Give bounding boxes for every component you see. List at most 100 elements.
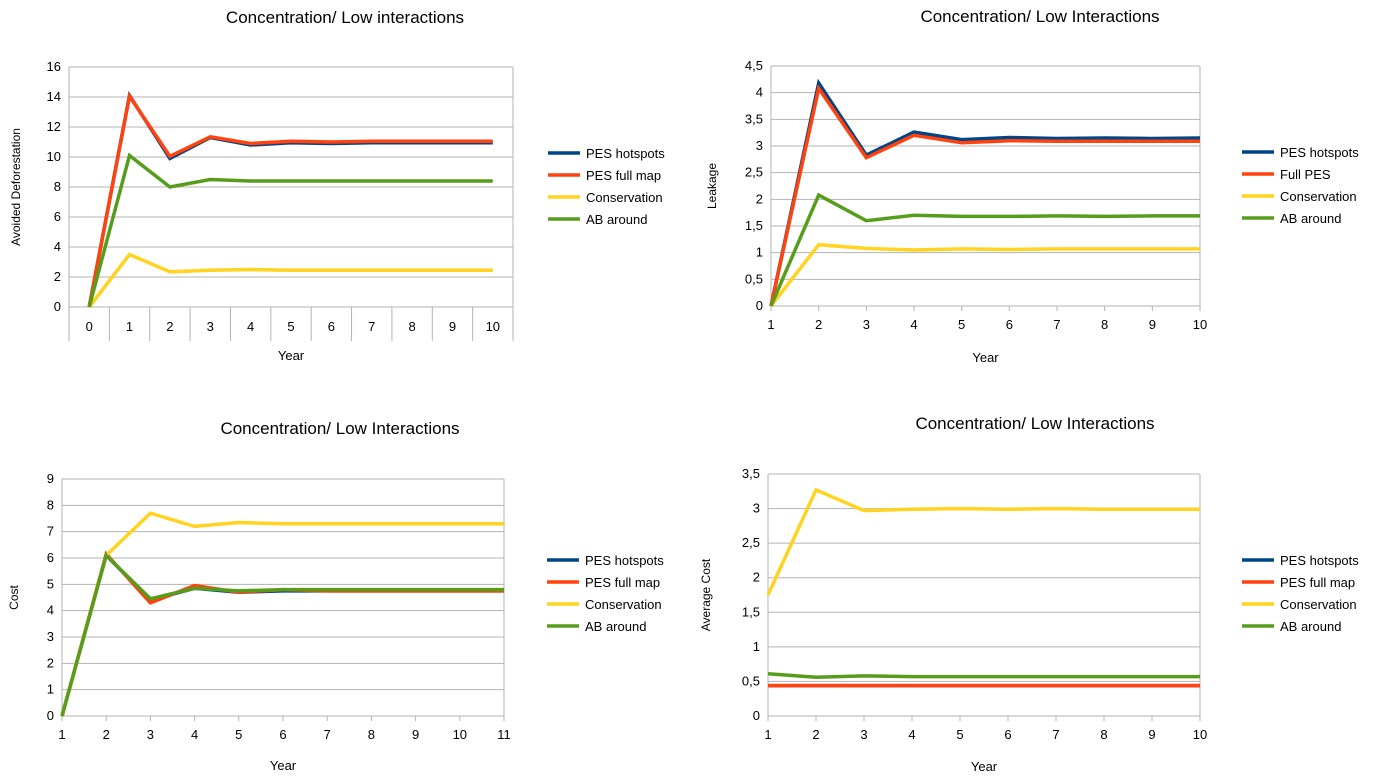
legend-label: PES full map [586,168,661,183]
x-tick-label: 3 [863,317,870,332]
x-tick-label: 9 [1149,317,1156,332]
x-tick-label: 6 [1004,727,1011,742]
x-axis-label: Year [971,759,998,774]
x-tick-label: 10 [1193,727,1207,742]
y-tick-label: 8 [47,497,54,512]
y-tick-label: 12 [47,119,61,134]
series-line-conservation [766,487,1200,596]
x-tick-label: 6 [279,727,286,742]
y-axis-label: Avoided Deforestation [9,128,23,246]
y-tick-label: 1 [756,245,763,260]
legend-label: PES hotspots [1280,145,1359,160]
y-tick-label: 9 [47,471,54,486]
x-tick-label: 5 [958,317,965,332]
y-tick-label: 0 [54,299,61,314]
x-tick-label: 4 [910,317,917,332]
x-tick-label: 2 [166,319,173,334]
chart-average-cost: 0 0,5 1 1,5 2 2,5 3 3,5 1 2 3 4 5 6 7 8 9 10 Concentration… [699,408,1383,778]
legend-label: AB around [586,212,647,227]
y-tick-label: 0 [47,708,54,723]
y-tick-label: 8 [54,179,61,194]
y-tick-label: 4 [54,239,61,254]
x-tick-label: 7 [324,727,331,742]
y-tick-label: 6 [54,209,61,224]
y-tick-label: 0 [756,298,763,313]
legend-label: AB around [585,619,646,634]
y-tick-label: 4 [47,603,54,618]
y-tick-label: 3 [753,501,760,516]
x-axis-label: Year [270,758,297,773]
x-tick-label: 10 [453,727,467,742]
x-tick-label: 3 [147,727,154,742]
y-tick-label: 0 [753,708,760,723]
x-tick-label: 7 [1053,317,1060,332]
y-tick-label: 6 [47,550,54,565]
x-tick-label: 4 [191,727,198,742]
x-tick-label: 6 [328,319,335,334]
x-tick-label: 10 [1193,317,1207,332]
x-tick-label: 5 [287,319,294,334]
x-tick-label: 8 [368,727,375,742]
y-axis-label: Cost [7,585,21,610]
chart-1-svg: 0 0,5 1 1,5 2 2,5 3 3,5 4 4,5 1 2 3 4 5 6 7 8 9 10 Concentra… [705,7,1359,365]
x-tick-label: 1 [767,317,774,332]
chart-title: Concentration/ Low Interactions [915,414,1154,433]
series-line-conservation [60,511,504,717]
x-tick-label: 2 [103,727,110,742]
x-tick-label: 10 [486,319,500,334]
y-tick-label: 0,5 [742,673,760,688]
y-axis-label: Leakage [705,163,719,209]
y-tick-label: 0,5 [745,271,763,286]
y-tick-label: 1,5 [742,604,760,619]
x-tick-label: 5 [956,727,963,742]
series-line-full-pes [769,84,1200,307]
y-tick-label: 2 [756,191,763,206]
series-line-conservation [769,242,1200,308]
y-tick-label: 2 [753,570,760,585]
x-tick-label: 3 [207,319,214,334]
legend-label: PES full map [585,575,660,590]
chart-title: Concentration/ Low Interactions [920,7,1159,26]
x-tick-label: 9 [449,319,456,334]
x-axis-label: Year [278,348,305,363]
y-tick-label: 3 [756,138,763,153]
legend-label: PES full map [1280,575,1355,590]
x-tick-label: 1 [58,727,65,742]
legend-label: Conservation [585,597,662,612]
series-line-ab-around [767,672,1200,680]
legend-label: AB around [1280,211,1341,226]
y-tick-label: 1,5 [745,218,763,233]
x-tick-label: 7 [368,319,375,334]
legend-label: Conservation [1280,597,1357,612]
legend-label: Conservation [1280,189,1357,204]
legend-label: Full PES [1280,167,1331,182]
y-axis-label: Average Cost [700,558,713,631]
legend-label: PES hotspots [586,146,665,161]
chart-title: Concentration/ Low interactions [226,8,464,27]
x-tick-label: 2 [815,317,822,332]
y-tick-label: 2,5 [742,535,760,550]
legend-label: AB around [1280,619,1341,634]
y-tick-label: 10 [47,149,61,164]
y-tick-label: 4 [756,85,763,100]
series-line-pes-full-map [87,91,493,308]
x-tick-label: 3 [860,727,867,742]
x-tick-label: 8 [1100,727,1107,742]
x-tick-label: 1 [126,319,133,334]
y-tick-label: 4,5 [745,58,763,73]
series-line-ab-around [87,152,493,308]
series-line-conservation [87,252,493,309]
y-tick-label: 2 [47,655,54,670]
chart-cost: 0 1 2 3 4 5 6 7 8 9 1 2 3 4 5 6 7 8 9 10 11 Concentration/ Lo… [0,408,700,778]
x-tick-label: 8 [1101,317,1108,332]
y-tick-label: 1 [753,639,760,654]
x-tick-label: 4 [908,727,915,742]
legend-label: PES hotspots [1280,553,1359,568]
series-line-ab-around [60,552,504,717]
y-tick-label: 3 [47,629,54,644]
y-tick-label: 3,5 [742,466,760,481]
series-line-ab-around [769,192,1200,307]
x-tick-label: 7 [1052,727,1059,742]
